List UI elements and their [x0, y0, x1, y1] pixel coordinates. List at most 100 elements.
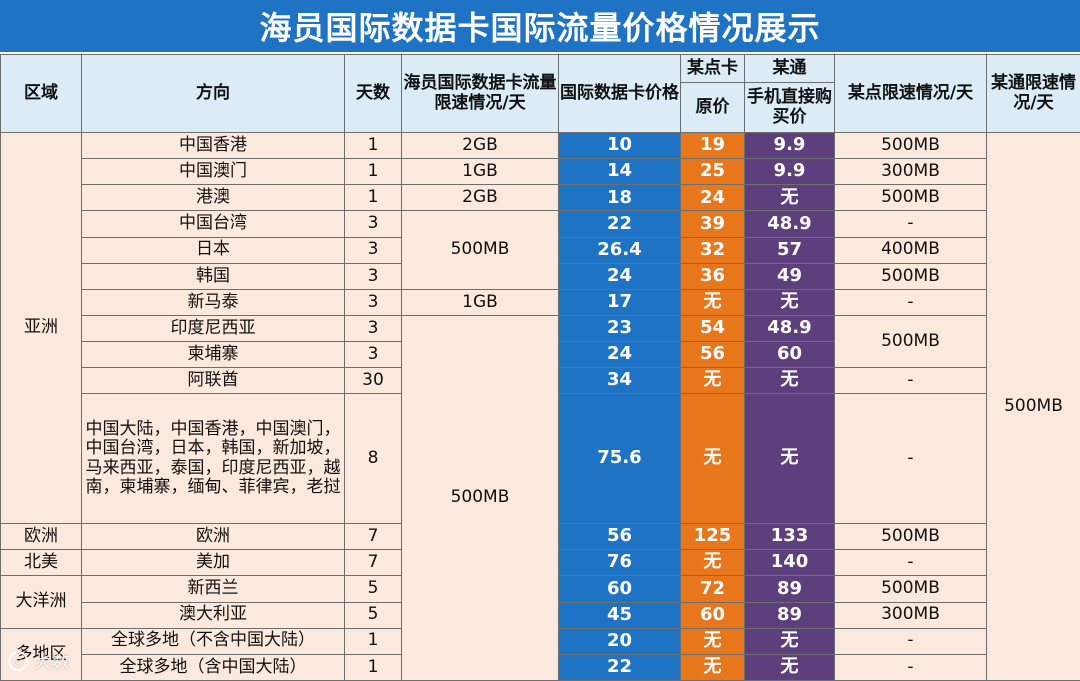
b-price-cell: 无: [744, 653, 835, 681]
days-cell: 7: [344, 549, 402, 577]
crew-price-cell: 45: [558, 601, 681, 629]
crew-price-cell: 14: [558, 158, 681, 186]
b-price-cell: 49: [744, 262, 835, 290]
a-price-cell: 125: [680, 523, 745, 551]
a-limit-cell: 500MB: [834, 575, 987, 603]
crew-price-cell: 20: [558, 627, 681, 655]
price-table: 区域 方向 天数 海员国际数据卡流量限速情况/天 国际数据卡价格 某点卡 某通 …: [0, 54, 1080, 681]
crew-price-cell: 24: [558, 341, 681, 369]
a-limit-cell: 500MB: [834, 523, 987, 551]
days-cell: 7: [344, 523, 402, 551]
days-cell: 1: [344, 653, 402, 681]
crew-price-cell: 10: [558, 131, 681, 160]
crew-limit-cell: 1GB: [401, 288, 559, 316]
crew-price-cell: 26.4: [558, 236, 681, 264]
a-price-cell: 36: [680, 262, 745, 290]
watermark-logo-icon: ◎: [8, 651, 28, 671]
a-limit-cell: -: [834, 288, 987, 316]
a-price-cell: 72: [680, 575, 745, 603]
crew-price-cell: 18: [558, 184, 681, 212]
a-limit-cell: -: [834, 367, 987, 395]
header-days: 天数: [344, 54, 402, 133]
crew-limit-cell: 2GB: [401, 184, 559, 212]
a-price-cell: 无: [680, 367, 745, 395]
header-crew-limit: 海员国际数据卡流量限速情况/天: [401, 54, 559, 133]
b-price-cell: 无: [744, 288, 835, 316]
a-price-cell: 25: [680, 158, 745, 186]
header-crew-price: 国际数据卡价格: [558, 54, 681, 133]
days-cell: 3: [344, 341, 402, 369]
crew-price-cell: 22: [558, 210, 681, 238]
direction-cell: 中国澳门: [81, 158, 345, 186]
direction-cell: 全球多地（含中国大陆）: [81, 653, 345, 681]
b-price-cell: 48.9: [744, 210, 835, 238]
header-b-direct: 手机直接购买价: [744, 82, 835, 133]
a-limit-cell: 500MB: [834, 314, 987, 369]
crew-limit-cell: 2GB: [401, 131, 559, 160]
direction-cell: 印度尼西亚: [81, 314, 345, 343]
days-cell: 1: [344, 184, 402, 212]
region-north-america: 北美: [0, 549, 82, 577]
direction-cell: 韩国: [81, 262, 345, 290]
crew-limit-cell: 500MB: [401, 314, 559, 681]
crew-price-cell: 56: [558, 523, 681, 551]
direction-cell: 全球多地（不含中国大陆）: [81, 627, 345, 655]
header-b-limit: 某通限速情况/天: [986, 54, 1080, 133]
a-price-cell: 32: [680, 236, 745, 264]
days-cell: 3: [344, 236, 402, 264]
region-oceania: 大洋洲: [0, 575, 82, 629]
a-limit-cell: -: [834, 393, 987, 525]
b-price-cell: 无: [744, 393, 835, 525]
a-limit-cell: 300MB: [834, 158, 987, 186]
a-limit-cell: -: [834, 627, 987, 655]
b-price-cell: 133: [744, 523, 835, 551]
b-price-cell: 140: [744, 549, 835, 577]
header-b-brand: 某通: [744, 54, 835, 83]
a-limit-cell: 500MB: [834, 184, 987, 212]
crew-price-cell: 60: [558, 575, 681, 603]
watermark: ◎ 大数: [8, 648, 70, 674]
a-limit-cell: 500MB: [834, 131, 987, 160]
b-price-cell: 无: [744, 627, 835, 655]
direction-cell: 中国大陆，中国香港，中国澳门，中国台湾，日本，韩国，新加坡，马来西亚，泰国，印度…: [81, 393, 345, 525]
days-cell: 5: [344, 601, 402, 629]
a-price-cell: 54: [680, 314, 745, 343]
header-direction: 方向: [81, 54, 345, 133]
direction-cell: 新西兰: [81, 575, 345, 603]
direction-cell: 中国台湾: [81, 210, 345, 238]
a-limit-cell: 300MB: [834, 601, 987, 629]
a-limit-cell: -: [834, 653, 987, 681]
days-cell: 8: [344, 393, 402, 525]
direction-cell: 港澳: [81, 184, 345, 212]
b-price-cell: 60: [744, 341, 835, 369]
header-a-limit: 某点限速情况/天: [834, 54, 987, 133]
region-asia: 亚洲: [0, 131, 82, 525]
days-cell: 1: [344, 131, 402, 160]
direction-cell: 美加: [81, 549, 345, 577]
region-multi: 多地区: [0, 627, 82, 681]
a-price-cell: 24: [680, 184, 745, 212]
direction-cell: 新马泰: [81, 288, 345, 316]
days-cell: 3: [344, 262, 402, 290]
crew-limit-cell: 1GB: [401, 158, 559, 186]
days-cell: 1: [344, 627, 402, 655]
crew-limit-cell: 500MB: [401, 210, 559, 290]
direction-cell: 澳大利亚: [81, 601, 345, 629]
crew-price-cell: 17: [558, 288, 681, 316]
a-price-cell: 无: [680, 653, 745, 681]
days-cell: 3: [344, 314, 402, 343]
a-price-cell: 无: [680, 627, 745, 655]
watermark-text: 大数: [34, 652, 70, 673]
days-cell: 5: [344, 575, 402, 603]
a-limit-cell: 500MB: [834, 262, 987, 290]
b-limit-cell: 500MB: [986, 132, 1080, 681]
region-europe: 欧洲: [0, 523, 82, 551]
page-title: 海员国际数据卡国际流量价格情况展示: [0, 0, 1080, 54]
header-a-orig: 原价: [680, 82, 745, 133]
b-price-cell: 89: [744, 601, 835, 629]
b-price-cell: 无: [744, 184, 835, 212]
a-price-cell: 无: [680, 288, 745, 316]
header-a-brand: 某点卡: [680, 54, 745, 83]
direction-cell: 阿联酋: [81, 367, 345, 395]
